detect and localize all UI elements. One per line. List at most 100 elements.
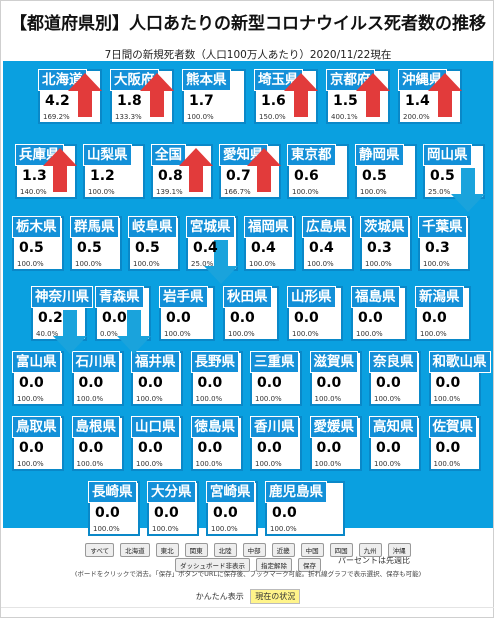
region-filter-button[interactable]: 中国 xyxy=(300,543,324,557)
action-button[interactable]: 保存 xyxy=(298,558,321,572)
prefecture-tile[interactable]: 徳島県 0.0 100.0% xyxy=(190,416,243,471)
current-status-button[interactable]: 現在の状況 xyxy=(250,589,301,604)
prefecture-tile[interactable]: 大分県 0.0 100.0% xyxy=(147,481,199,536)
prefecture-tile[interactable]: 青森県 0.0 0.0% xyxy=(95,286,151,354)
prefecture-value: 0.0 xyxy=(230,310,255,326)
prefecture-percent: 100.0% xyxy=(374,460,401,468)
prefecture-tile[interactable]: 神奈川県 0.2 40.0% xyxy=(31,286,93,354)
prefecture-name: 佐賀県 xyxy=(428,416,477,438)
prefecture-percent: 140.0% xyxy=(20,188,47,196)
prefecture-name: 全国 xyxy=(151,144,186,166)
prefecture-tile[interactable]: 北海道 4.2 169.2% xyxy=(38,69,102,124)
prefecture-value: 0.5 xyxy=(362,168,387,184)
prefecture-tile[interactable]: 高知県 0.0 100.0% xyxy=(369,416,421,471)
prefecture-tile[interactable]: 新潟県 0.0 100.0% xyxy=(415,286,471,341)
prefecture-tile[interactable]: 愛媛県 0.0 100.0% xyxy=(309,416,362,471)
prefecture-tile[interactable]: 愛知県 0.7 166.7% xyxy=(219,144,281,199)
prefecture-tile[interactable]: 鳥取県 0.0 100.0% xyxy=(12,416,64,471)
prefecture-tile[interactable]: 岡山県 0.5 25.0% xyxy=(423,144,485,212)
prefecture-tile[interactable]: 山口県 0.0 100.0% xyxy=(131,416,183,471)
prefecture-name: 和歌山県 xyxy=(428,351,491,373)
region-filter-button[interactable]: すべて xyxy=(85,543,115,557)
prefecture-percent: 100.0% xyxy=(136,460,163,468)
prefecture-tile[interactable]: 鹿児島県 0.0 100.0% xyxy=(265,481,345,536)
prefecture-tile[interactable]: 東京都 0.6 100.0% xyxy=(287,144,349,199)
prefecture-percent: 100.0% xyxy=(433,460,461,468)
prefecture-value: 0.4 xyxy=(309,240,334,256)
prefecture-tile[interactable]: 佐賀県 0.0 100.0% xyxy=(428,416,481,471)
region-filter-button[interactable]: 中部 xyxy=(242,543,266,557)
prefecture-percent: 100.0% xyxy=(356,330,383,338)
region-filter-button[interactable]: 北陸 xyxy=(213,543,237,557)
prefecture-tile[interactable]: 石川県 0.0 100.0% xyxy=(71,351,124,406)
region-filter-button[interactable]: 四国 xyxy=(329,543,353,557)
prefecture-percent: 100.0% xyxy=(187,113,214,121)
prefecture-percent: 100.0% xyxy=(270,525,297,533)
prefecture-tile[interactable]: 和歌山県 0.0 100.0% xyxy=(428,351,491,406)
prefecture-tile[interactable]: 栃木県 0.5 100.0% xyxy=(12,216,64,271)
prefecture-tile[interactable]: 島根県 0.0 100.0% xyxy=(71,416,124,471)
prefecture-tile[interactable]: 滋賀県 0.0 100.0% xyxy=(309,351,362,406)
prefecture-value: 0.0 xyxy=(376,440,401,456)
prefecture-name: 徳島県 xyxy=(190,416,239,438)
trend-down-arrow-icon xyxy=(117,310,151,354)
prefecture-tile[interactable]: 長野県 0.0 100.0% xyxy=(190,351,243,406)
prefecture-tile[interactable]: 秋田県 0.0 100.0% xyxy=(223,286,279,341)
prefecture-name: 千葉県 xyxy=(418,216,467,238)
prefecture-tile[interactable]: 富山県 0.0 100.0% xyxy=(12,351,64,406)
prefecture-tile[interactable]: 岐阜県 0.5 100.0% xyxy=(128,216,180,271)
prefecture-name: 鹿児島県 xyxy=(265,481,327,503)
prefecture-tile[interactable]: 宮城県 0.4 25.0% xyxy=(186,216,238,284)
prefecture-name: 東京都 xyxy=(287,144,336,166)
prefecture-tile[interactable]: 千葉県 0.3 100.0% xyxy=(418,216,470,271)
prefecture-tile[interactable]: 三重県 0.0 100.0% xyxy=(250,351,302,406)
prefecture-tile[interactable]: 熊本県 1.7 100.0% xyxy=(182,69,246,124)
prefecture-value: 0.5 xyxy=(135,240,160,256)
prefecture-tile[interactable]: 全国 0.8 139.1% xyxy=(151,144,213,199)
region-filter-button[interactable]: 九州 xyxy=(358,543,382,557)
prefecture-tile[interactable]: 埼玉県 1.6 150.0% xyxy=(254,69,318,124)
trend-up-arrow-icon xyxy=(247,148,281,192)
prefecture-tile[interactable]: 香川県 0.0 100.0% xyxy=(250,416,302,471)
prefecture-tile[interactable]: 長崎県 0.0 100.0% xyxy=(88,481,140,536)
prefecture-percent: 100.0% xyxy=(76,395,104,403)
prefecture-tile[interactable]: 兵庫県 1.3 140.0% xyxy=(15,144,77,199)
prefecture-tile[interactable]: 奈良県 0.0 100.0% xyxy=(369,351,421,406)
region-filter-button[interactable]: 北海道 xyxy=(120,543,150,557)
prefecture-tile[interactable]: 岩手県 0.0 100.0% xyxy=(159,286,215,341)
prefecture-value: 0.0 xyxy=(213,505,238,521)
prefecture-percent: 100.0% xyxy=(255,460,282,468)
prefecture-tile[interactable]: 宮崎県 0.0 100.0% xyxy=(206,481,258,536)
region-filter-button[interactable]: 関東 xyxy=(184,543,208,557)
prefecture-percent: 400.1% xyxy=(331,113,358,121)
trend-up-arrow-icon xyxy=(43,148,77,192)
prefecture-tile[interactable]: 福島県 0.0 100.0% xyxy=(351,286,407,341)
trend-up-arrow-icon xyxy=(428,73,462,117)
prefecture-tile[interactable]: 大阪府 1.8 133.3% xyxy=(110,69,174,124)
prefecture-name: 愛媛県 xyxy=(309,416,358,438)
prefecture-tile[interactable]: 山梨県 1.2 100.0% xyxy=(83,144,145,199)
prefecture-tile[interactable]: 沖縄県 1.4 200.0% xyxy=(398,69,462,124)
prefecture-tile[interactable]: 京都府 1.5 400.1% xyxy=(326,69,390,124)
prefecture-value: 0.0 xyxy=(435,440,461,456)
region-filter-button[interactable]: 東北 xyxy=(155,543,179,557)
prefecture-tile[interactable]: 群馬県 0.5 100.0% xyxy=(70,216,122,271)
prefecture-percent: 100.0% xyxy=(228,330,255,338)
prefecture-tile[interactable]: 山形県 0.0 100.0% xyxy=(287,286,343,341)
prefecture-tile[interactable]: 福岡県 0.4 100.0% xyxy=(244,216,296,271)
prefecture-value: 0.4 xyxy=(251,240,276,256)
prefecture-tile[interactable]: 広島県 0.4 100.0% xyxy=(302,216,354,271)
trend-up-arrow-icon xyxy=(284,73,318,117)
prefecture-percent: 40.0% xyxy=(36,330,59,338)
prefecture-tile[interactable]: 福井県 0.0 100.0% xyxy=(131,351,183,406)
prefecture-tile[interactable]: 静岡県 0.5 100.0% xyxy=(355,144,417,199)
prefecture-name: 山梨県 xyxy=(83,144,132,166)
prefecture-percent: 100.0% xyxy=(314,460,342,468)
prefecture-tile[interactable]: 茨城県 0.3 100.0% xyxy=(360,216,412,271)
action-button[interactable]: 指定解除 xyxy=(256,558,292,572)
region-filter-button[interactable]: 沖縄 xyxy=(387,543,411,557)
action-button[interactable]: ダッシュボード非表示 xyxy=(175,558,250,572)
region-filter-button[interactable]: 近畿 xyxy=(271,543,295,557)
prefecture-percent: 100.0% xyxy=(360,188,387,196)
